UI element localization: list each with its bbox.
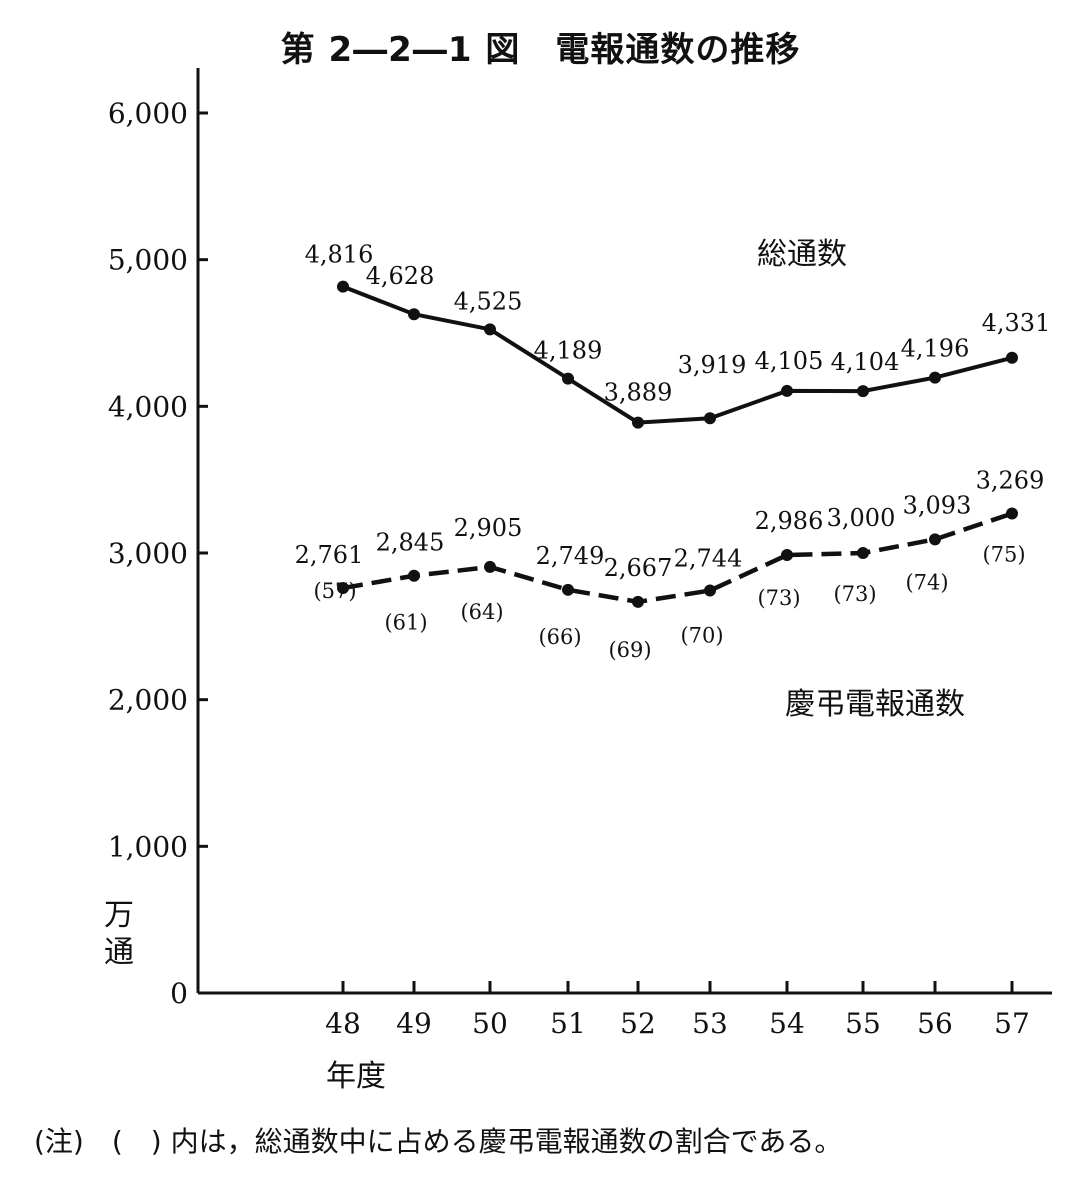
y-tick-label: 2,000 [108,684,188,717]
data-point [1006,351,1018,364]
y-tick-label: 6,000 [108,97,188,130]
data-point [704,584,716,597]
x-tick-label: 52 [620,1007,656,1040]
data-point [408,308,420,321]
data-point [929,371,941,384]
data-label: 2,667 [604,554,673,582]
percent-label: (75) [982,543,1025,567]
data-label: 2,905 [454,514,523,542]
data-label: 4,628 [366,262,435,290]
x-tick-label: 57 [994,1007,1030,1040]
x-tick-label: 50 [472,1007,508,1040]
data-point [781,384,793,397]
data-label: 2,845 [376,529,445,557]
chart-title: 第 2―2―1 図 電報通数の推移 [280,30,801,70]
data-point [781,549,793,562]
y-tick-label: 4,000 [108,390,188,423]
data-point [857,385,869,398]
x-axis: 48 49 50 51 52 53 54 55 56 57 [198,981,1052,1040]
x-tick-label: 54 [769,1007,805,1040]
x-tick-label: 56 [917,1007,953,1040]
series-line-congrats [342,511,1013,605]
series-label-congrats: 慶弔電報通数 [785,687,965,722]
data-label: 3,889 [604,379,673,407]
data-point [484,560,496,573]
x-tick-label: 53 [692,1007,728,1040]
data-point [857,547,869,559]
data-label: 3,093 [903,491,972,519]
y-axis: 0 1,000 2,000 3,000 4,000 5,000 6,000 [108,68,208,1010]
percent-label: (61) [384,611,427,635]
y-tick-label: 5,000 [108,244,188,277]
series-lines [337,280,1018,608]
y-axis-title-char-1: 万 [104,898,134,933]
percent-label: (73) [757,586,800,610]
data-label: 4,105 [755,347,824,375]
data-point [1006,507,1018,520]
data-point [337,582,349,595]
x-axis-title: 年度 [326,1059,386,1094]
data-point [632,416,644,429]
percent-label: (74) [905,570,948,594]
percent-label: (70) [680,624,723,648]
series-label-total: 総通数 [757,237,847,272]
data-point [929,533,941,546]
footnote: (注) ( ) 内は，総通数中に占める慶弔電報通数の割合である。 [34,1125,843,1158]
data-label: 4,331 [982,309,1051,337]
data-label: 2,986 [755,507,824,535]
y-tick-label: 0 [170,977,188,1010]
x-tick-label: 49 [396,1007,432,1040]
data-point [408,569,420,582]
data-label: 4,104 [831,348,900,376]
x-tick-label: 55 [845,1007,881,1040]
percent-label: (64) [460,600,503,624]
data-label: 2,761 [295,541,364,569]
percent-label: (66) [538,625,581,649]
data-point [337,280,349,293]
x-tick-label: 48 [325,1007,361,1040]
data-label: 4,189 [534,337,603,365]
data-label: 4,525 [454,287,523,315]
y-tick-label: 3,000 [108,537,188,570]
data-point [484,323,496,336]
y-axis-title-char-2: 通 [104,935,134,970]
percent-label: (73) [833,582,876,606]
data-point [562,372,574,385]
data-label: 4,816 [305,241,374,269]
series-line-total [342,284,1013,425]
data-label: 2,744 [674,545,743,573]
x-tick-label: 51 [550,1007,586,1040]
data-label: 4,196 [901,335,970,363]
percent-label: (69) [608,638,651,662]
data-point [562,583,574,596]
percent-label: (57) [313,579,356,603]
data-label: 3,000 [827,504,896,532]
y-axis-title: 万 通 [104,898,134,970]
data-point [704,412,716,425]
data-point [632,595,644,608]
data-label: 2,749 [536,542,605,570]
y-tick-label: 1,000 [108,830,188,863]
data-label: 3,919 [678,351,747,379]
data-label: 3,269 [976,467,1045,495]
